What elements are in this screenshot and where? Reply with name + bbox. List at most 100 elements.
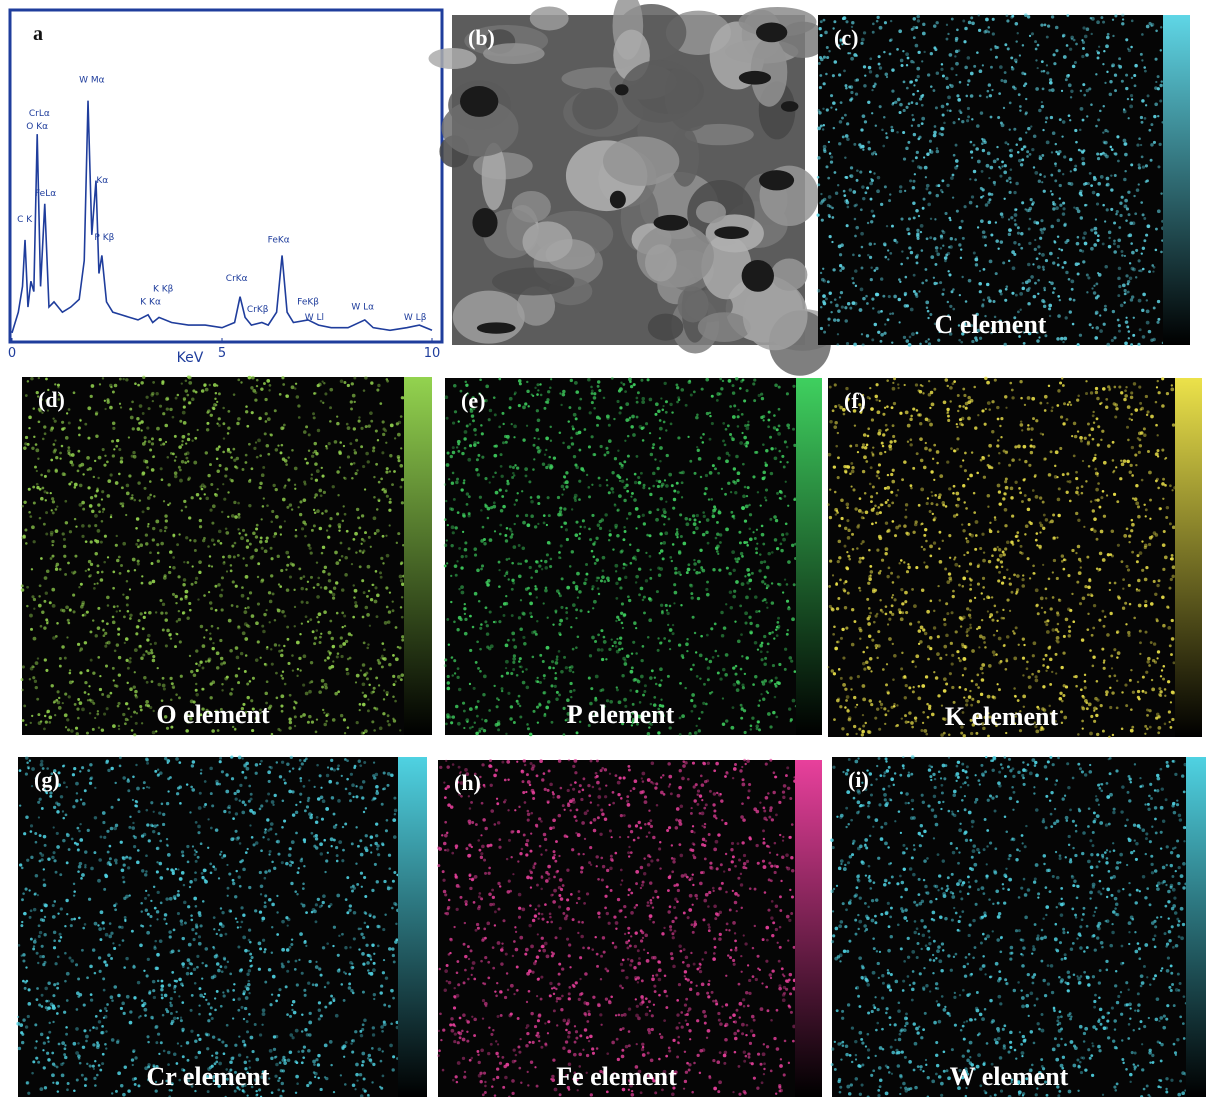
element-dot (843, 190, 846, 193)
element-dot (445, 395, 449, 399)
element-dot (487, 517, 490, 520)
element-dot (1034, 248, 1037, 251)
element-dot (890, 473, 893, 476)
element-dot (616, 534, 620, 538)
panel-caption: O element (156, 700, 270, 729)
element-dot (632, 433, 636, 437)
element-dot (450, 601, 452, 603)
element-dot (366, 647, 369, 650)
element-dot (116, 605, 118, 607)
element-dot (519, 627, 523, 631)
element-dot (1094, 499, 1097, 502)
element-dot (1144, 117, 1147, 120)
element-dot (1113, 239, 1116, 242)
element-dot (741, 684, 744, 687)
element-dot (651, 669, 654, 672)
element-dot (926, 184, 930, 188)
element-dot (316, 561, 318, 563)
element-dot (1117, 245, 1120, 248)
element-dot (221, 689, 223, 691)
element-dot (705, 658, 708, 661)
element-dot (894, 101, 897, 104)
element-dot (761, 658, 764, 661)
element-dot (1063, 337, 1067, 341)
element-dot (112, 667, 115, 670)
element-dot (275, 515, 279, 519)
element-dot (98, 456, 102, 460)
element-dot (319, 636, 322, 639)
element-dot (629, 380, 632, 383)
element-dot (79, 701, 83, 705)
element-dot (266, 680, 269, 683)
element-dot (690, 592, 693, 595)
element-dot (246, 539, 249, 542)
element-dot (878, 55, 881, 58)
element-dot (394, 700, 397, 703)
element-dot (956, 210, 959, 213)
element-dot (228, 555, 232, 559)
element-dot (314, 442, 317, 445)
element-dot (182, 583, 185, 586)
element-dot (301, 601, 304, 604)
element-dot (669, 605, 672, 608)
element-dot (469, 707, 473, 711)
element-dot (734, 621, 736, 623)
element-dot (245, 454, 248, 457)
element-dot (648, 511, 651, 514)
element-dot (452, 421, 455, 424)
element-dot (898, 562, 900, 564)
element-dot (547, 496, 550, 499)
element-dot (36, 483, 39, 486)
element-dot (659, 437, 661, 439)
element-dot (519, 382, 522, 385)
element-dot (217, 583, 220, 586)
element-dot (148, 581, 152, 585)
element-dot (69, 680, 73, 684)
element-dot (563, 488, 565, 490)
element-dot (59, 452, 62, 455)
element-dot (883, 51, 885, 53)
element-dot (122, 378, 124, 380)
element-dot (264, 692, 267, 695)
element-dot (849, 676, 852, 679)
element-dot (1087, 613, 1089, 615)
element-dot (1008, 218, 1010, 220)
element-dot (886, 76, 888, 78)
shadow (759, 170, 794, 190)
element-dot (367, 698, 369, 700)
element-dot (530, 576, 533, 579)
element-dot (776, 634, 779, 637)
element-dot (286, 506, 289, 509)
element-dot (1080, 216, 1083, 219)
element-dot (152, 527, 155, 530)
element-dot (78, 586, 80, 588)
element-dot (221, 576, 224, 579)
element-dot (597, 633, 600, 636)
element-dot (771, 601, 774, 604)
element-dot (1155, 81, 1157, 83)
element-dot (550, 465, 553, 468)
element-dot (195, 689, 198, 692)
element-dot (246, 425, 249, 428)
element-dot (257, 438, 261, 442)
element-dot (129, 408, 132, 411)
element-dot (907, 141, 910, 144)
element-dot (837, 333, 839, 335)
element-dot (267, 417, 271, 421)
element-dot (117, 627, 120, 630)
element-dot (45, 499, 47, 501)
element-dot (864, 120, 867, 123)
element-dot (1033, 134, 1037, 138)
element-dot (278, 583, 280, 585)
element-dot (595, 537, 598, 540)
element-dot (1063, 224, 1066, 227)
element-dot (313, 509, 315, 511)
element-dot (1114, 174, 1117, 177)
element-dot (822, 294, 826, 298)
element-dot (251, 411, 254, 414)
element-dot (855, 226, 859, 230)
element-dot (575, 417, 578, 420)
element-dot (829, 292, 832, 295)
element-dot (549, 426, 551, 428)
element-dot (469, 727, 472, 730)
